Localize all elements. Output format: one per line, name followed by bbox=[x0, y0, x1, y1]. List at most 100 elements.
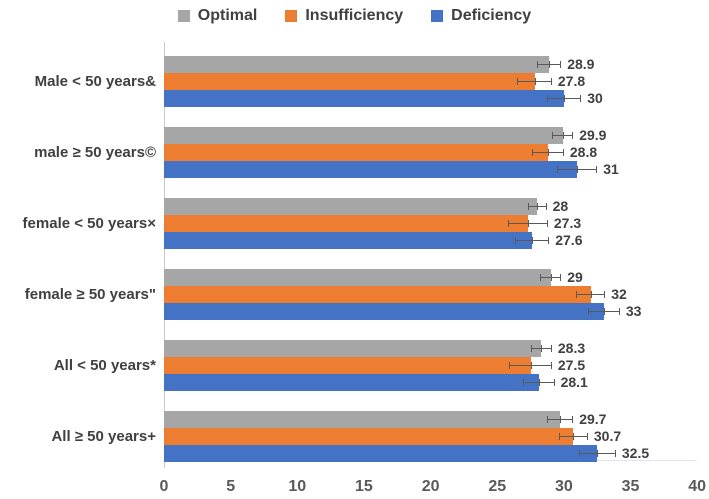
bar-value-label: 33 bbox=[625, 303, 642, 319]
bar-value-label: 30 bbox=[587, 90, 603, 106]
legend-swatch-icon bbox=[177, 10, 190, 22]
error-bar bbox=[587, 308, 620, 315]
bar-deficiency bbox=[164, 445, 598, 462]
error-bar-cap bbox=[558, 433, 560, 440]
error-bar bbox=[578, 450, 616, 457]
bar-optimal bbox=[164, 56, 550, 73]
error-bar-cap bbox=[573, 433, 575, 440]
error-bar-cap bbox=[534, 78, 536, 85]
bar-insufficiency bbox=[164, 428, 574, 445]
error-bar-cap bbox=[563, 95, 565, 102]
category-label: All ≥ 50 years+ bbox=[51, 427, 156, 445]
legend-label: Insufficiency bbox=[305, 7, 404, 24]
bar-optimal bbox=[164, 411, 560, 428]
chart-legend: Optimal Insufficiency Deficiency bbox=[0, 4, 709, 28]
error-bar-cap bbox=[590, 291, 592, 298]
error-bar bbox=[551, 132, 574, 139]
bar-value-label: 28.1 bbox=[560, 374, 588, 390]
error-bar-cap bbox=[522, 379, 524, 386]
bar-optimal bbox=[164, 340, 542, 357]
bar-optimal bbox=[164, 269, 551, 286]
error-bar-cap bbox=[580, 95, 582, 102]
error-bar-cap bbox=[551, 132, 553, 139]
error-bar-cap bbox=[560, 274, 562, 281]
bar-deficiency bbox=[164, 303, 604, 320]
error-bar-cap bbox=[572, 132, 574, 139]
x-axis-tick-label: 20 bbox=[421, 478, 440, 495]
legend-item-insufficiency: Insufficiency bbox=[285, 7, 403, 25]
error-bar-cap bbox=[578, 450, 580, 457]
error-bar-cap bbox=[527, 220, 529, 227]
error-bar-cap bbox=[539, 274, 541, 281]
error-bar-cap bbox=[550, 78, 552, 85]
bar-deficiency bbox=[164, 90, 564, 107]
bar-optimal bbox=[164, 127, 563, 144]
error-bar-cap bbox=[531, 149, 533, 156]
error-bar bbox=[507, 220, 548, 227]
error-bar-cap bbox=[531, 237, 533, 244]
bar-deficiency bbox=[164, 374, 539, 391]
legend-swatch-icon bbox=[431, 10, 444, 22]
bar-insufficiency bbox=[164, 144, 548, 161]
error-bar-cap bbox=[537, 203, 539, 210]
bar-insufficiency bbox=[164, 215, 528, 232]
error-bar-cap bbox=[604, 291, 606, 298]
error-bar-cap bbox=[549, 61, 551, 68]
error-bar-cap bbox=[547, 149, 549, 156]
error-bar bbox=[575, 291, 606, 298]
error-bar-cap bbox=[553, 379, 555, 386]
bar-value-label: 29 bbox=[567, 269, 583, 285]
error-bar bbox=[514, 237, 550, 244]
error-bar bbox=[527, 203, 547, 210]
bar-value-label: 27.3 bbox=[553, 215, 582, 231]
x-axis-tick-label: 5 bbox=[226, 478, 236, 495]
error-bar-cap bbox=[614, 450, 616, 457]
bar-optimal bbox=[164, 198, 538, 215]
bar-value-label: 29.7 bbox=[579, 411, 607, 427]
error-bar bbox=[546, 95, 582, 102]
bar-insufficiency bbox=[164, 357, 531, 374]
error-bar-cap bbox=[550, 274, 552, 281]
error-bar-cap bbox=[560, 61, 562, 68]
bar-value-label: 28.8 bbox=[569, 144, 598, 160]
error-bar-cap bbox=[596, 166, 598, 173]
error-bar-cap bbox=[545, 203, 547, 210]
error-bar-cap bbox=[586, 433, 588, 440]
bar-value-label: 27.5 bbox=[557, 357, 586, 373]
error-bar-cap bbox=[587, 308, 589, 315]
error-bar-cap bbox=[541, 345, 543, 352]
error-bar bbox=[539, 274, 562, 281]
x-axis-tick-label: 30 bbox=[554, 478, 573, 495]
error-bar bbox=[537, 61, 562, 68]
bar-value-label: 28 bbox=[552, 198, 569, 214]
legend-item-deficiency: Deficiency bbox=[431, 7, 531, 25]
error-bar-cap bbox=[572, 416, 574, 423]
error-bar-cap bbox=[562, 132, 564, 139]
error-bar-cap bbox=[557, 166, 559, 173]
error-bar-cap bbox=[546, 416, 548, 423]
error-bar-cap bbox=[597, 450, 599, 457]
error-bar bbox=[522, 379, 555, 386]
category-label: female ≥ 50 years" bbox=[24, 285, 156, 303]
error-bar-cap bbox=[530, 345, 532, 352]
error-bar-cap bbox=[507, 220, 509, 227]
error-bar-cap bbox=[603, 308, 605, 315]
error-bar bbox=[546, 416, 574, 423]
error-bar-cap bbox=[517, 78, 519, 85]
bar-insufficiency bbox=[164, 286, 591, 303]
category-label: male ≥ 50 years© bbox=[34, 143, 156, 161]
error-bar bbox=[530, 345, 552, 352]
error-bar-cap bbox=[537, 61, 539, 68]
error-bar-cap bbox=[514, 237, 516, 244]
error-bar-cap bbox=[530, 362, 532, 369]
bar-insufficiency bbox=[164, 73, 535, 90]
category-label: female < 50 years× bbox=[22, 214, 156, 232]
error-bar-cap bbox=[548, 237, 550, 244]
x-axis-tick-label: 15 bbox=[355, 478, 373, 495]
error-bar-cap bbox=[577, 166, 579, 173]
bar-value-label: 29.9 bbox=[579, 127, 607, 143]
category-label: All < 50 years* bbox=[53, 356, 156, 374]
error-bar-cap bbox=[546, 95, 548, 102]
legend-swatch-icon bbox=[285, 10, 298, 22]
